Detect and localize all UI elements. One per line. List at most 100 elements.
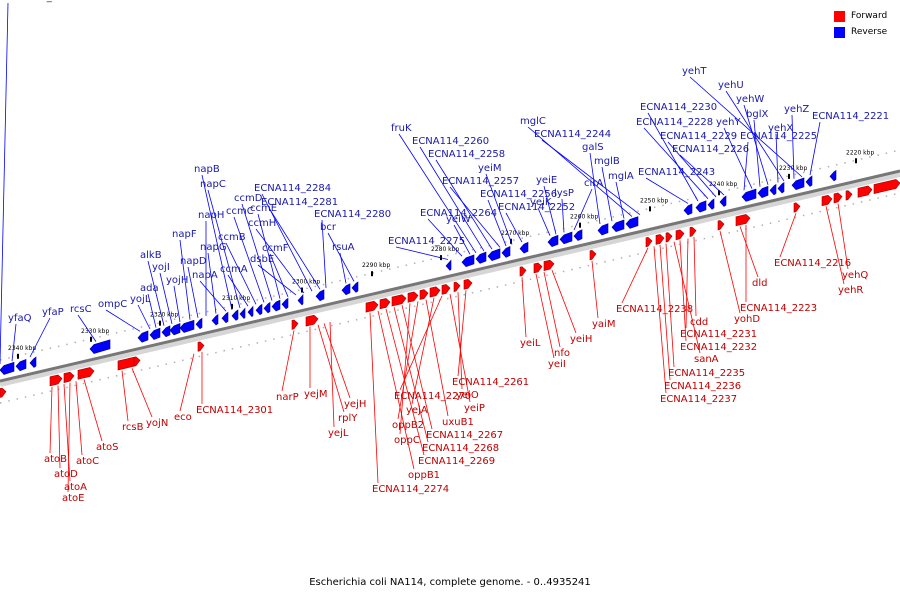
reverse-gene-arrow — [769, 183, 777, 196]
reverse-gene-label: alkB — [140, 250, 162, 261]
forward-gene-label: oppB1 — [408, 470, 440, 481]
reverse-gene-arrow — [247, 305, 254, 318]
reverse-gene-leader — [0, 2, 9, 365]
forward-gene-label: yaiM — [592, 319, 615, 330]
forward-gene-arrow — [291, 319, 299, 330]
reverse-gene-leader — [159, 272, 173, 324]
reverse-gene-label: ECNA114_2225 — [740, 131, 817, 142]
reverse-gene-label: ECNA114_2244 — [534, 129, 611, 140]
reverse-gene-leader — [225, 242, 257, 305]
forward-gene-arrow — [655, 234, 665, 245]
forward-gene-arrow — [675, 229, 685, 241]
reverse-gene-label: yehT — [682, 66, 707, 77]
reverse-gene-leader — [679, 154, 725, 196]
reverse-gene-label: mglA — [608, 171, 634, 182]
reverse-gene-leader — [573, 188, 593, 231]
forward-gene-leader — [779, 213, 797, 258]
forward-gene-arrow — [379, 298, 391, 310]
reverse-gene-leader — [257, 264, 297, 296]
reverse-gene-leader — [269, 253, 289, 297]
forward-gene-label: yeiI — [548, 359, 566, 370]
forward-gene-arrow — [63, 371, 75, 383]
forward-gene-arrow — [821, 194, 833, 207]
reverse-gene-label: mglB — [594, 156, 620, 167]
reverse-gene-label: ECNA114_2258 — [428, 149, 505, 160]
reverse-gene-leader — [435, 159, 493, 250]
reverse-gene-label: ECNA114_2221 — [812, 111, 889, 122]
reverse-gene-arrow — [149, 327, 161, 340]
reverse-gene-leader — [29, 317, 51, 358]
reverse-gene-label: bglX — [746, 109, 768, 120]
forward-gene-label: ECNA114_2232 — [680, 342, 757, 353]
forward-gene-arrow — [845, 190, 853, 201]
forward-gene-leader — [131, 368, 153, 418]
forward-gene-leader — [329, 321, 335, 428]
forward-gene-label: yejL — [328, 428, 349, 439]
forward-gene-label: yehR — [838, 285, 863, 296]
gene-features — [0, 169, 900, 398]
reverse-gene-arrow — [221, 311, 229, 324]
reverse-gene-label: yojI — [152, 262, 170, 273]
reverse-gene-arrow — [461, 254, 475, 268]
forward-gene-label: yojN — [146, 418, 168, 429]
reverse-gene-leader — [449, 186, 501, 248]
forward-gene-leader — [719, 230, 741, 314]
reverse-gene-label: ccmB — [218, 232, 246, 243]
reverse-gene-label: ECNA114_2243 — [638, 167, 715, 178]
reverse-gene-arrow — [559, 231, 573, 245]
forward-gene-leader — [621, 247, 649, 304]
forward-gene-leader — [401, 305, 433, 430]
forward-gene-leader — [49, 386, 53, 454]
forward-gene-label: ECNA114_2301 — [196, 405, 273, 416]
reverse-gene-leader — [199, 280, 227, 312]
forward-gene-label: rcsB — [122, 422, 144, 433]
reverse-gene-label: galS — [582, 142, 604, 153]
reverse-gene-label: ECNA114_2252 — [498, 202, 575, 213]
reverse-gene-label: ECNA114_2256 — [480, 189, 557, 200]
forward-gene-leader — [837, 203, 849, 270]
reverse-gene-label: bcr — [320, 222, 337, 233]
forward-gene-leader — [385, 308, 425, 456]
reverse-gene-arrow — [137, 330, 149, 343]
forward-label: Forward — [851, 11, 888, 21]
forward-gene-label: ECNA114_2236 — [664, 381, 741, 392]
reverse-gene-arrow — [719, 195, 727, 207]
reverse-gene-arrow — [597, 223, 609, 236]
reverse-gene-leader — [187, 266, 199, 318]
forward-gene-label: yeiP — [464, 403, 485, 414]
forward-gene-leader — [411, 297, 435, 405]
reverse-gene-leader — [77, 314, 97, 342]
forward-gene-arrow — [589, 250, 597, 261]
reverse-gene-leader — [527, 126, 633, 217]
reverse-gene-label: yeiM — [478, 163, 501, 174]
reverse-gene-label: ccmE — [250, 203, 277, 214]
reverse-gene-leader — [207, 189, 241, 309]
reverse-gene-leader — [255, 228, 305, 294]
reverse-gene-label: ccmD — [234, 193, 263, 204]
reverse-gene-label: yeiE — [536, 175, 557, 186]
axis-tick-label: 2330 kbp — [81, 328, 109, 335]
reverse-gene-arrow — [179, 319, 195, 333]
reverse-gene-arrow — [211, 314, 219, 326]
forward-gene-leader — [399, 295, 443, 391]
reverse-gene-leader — [241, 203, 273, 301]
reverse-gene-arrow — [475, 251, 487, 264]
reverse-gene-arrow — [791, 177, 805, 191]
forward-gene-label: eco — [174, 412, 192, 423]
reverse-gene-label: ECNA114_2257 — [442, 176, 519, 187]
axis-tick-label: 2280 kbp — [431, 246, 459, 253]
axis-tick-label: 2240 kbp — [709, 181, 737, 188]
forward-gene-leader — [281, 330, 295, 392]
reverse-gene-arrow — [29, 356, 37, 368]
forward-gene-arrow — [407, 291, 419, 303]
reverse-gene-arrow — [519, 241, 529, 254]
forward-gene-arrow — [665, 232, 673, 243]
reverse-gene-arrow — [281, 297, 289, 310]
forward-gene-label: yeiL — [520, 338, 541, 349]
reverse-gene-arrow — [315, 289, 325, 302]
reverse-gene-label: yehU — [718, 80, 744, 91]
reverse-gene-label: napC — [200, 179, 226, 190]
reverse-gene-leader — [398, 133, 477, 254]
